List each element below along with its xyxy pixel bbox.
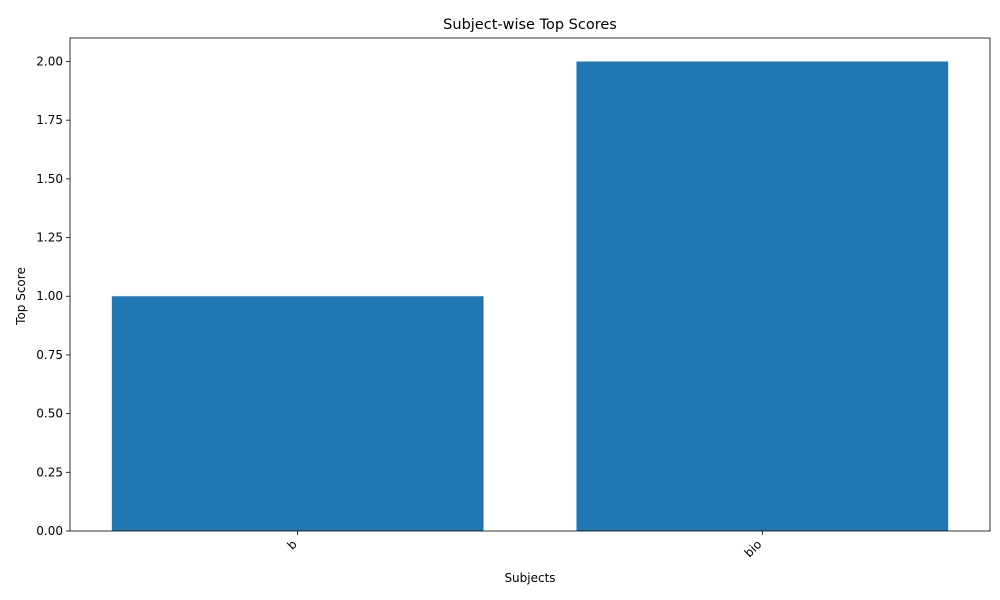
x-axis-ticks: b bio xyxy=(285,531,765,560)
bar-b xyxy=(111,296,484,531)
y-tick-label: 1.25 xyxy=(36,231,63,245)
bar-bio xyxy=(576,61,949,531)
x-tick-label: b xyxy=(285,537,300,552)
x-tick-label: bio xyxy=(742,537,765,560)
y-tick-label: 0.75 xyxy=(36,348,63,362)
x-axis-label: Subjects xyxy=(504,571,555,585)
chart-title: Subject-wise Top Scores xyxy=(443,17,617,33)
plot-area-border xyxy=(69,37,991,532)
y-axis-label: Top Score xyxy=(14,267,28,326)
y-tick-label: 1.50 xyxy=(36,172,63,186)
y-tick-label: 0.00 xyxy=(36,524,63,538)
y-tick-label: 1.00 xyxy=(36,289,63,303)
y-axis-ticks: 0.00 0.25 0.50 0.75 1.00 1.25 1.50 1.75 2.00 xyxy=(36,54,70,538)
bars-layer xyxy=(111,61,949,531)
axes-frame xyxy=(69,37,991,532)
y-tick-label: 0.25 xyxy=(36,465,63,479)
y-tick-label: 1.75 xyxy=(36,113,63,127)
y-tick-label: 2.00 xyxy=(36,54,63,68)
y-tick-label: 0.50 xyxy=(36,407,63,421)
